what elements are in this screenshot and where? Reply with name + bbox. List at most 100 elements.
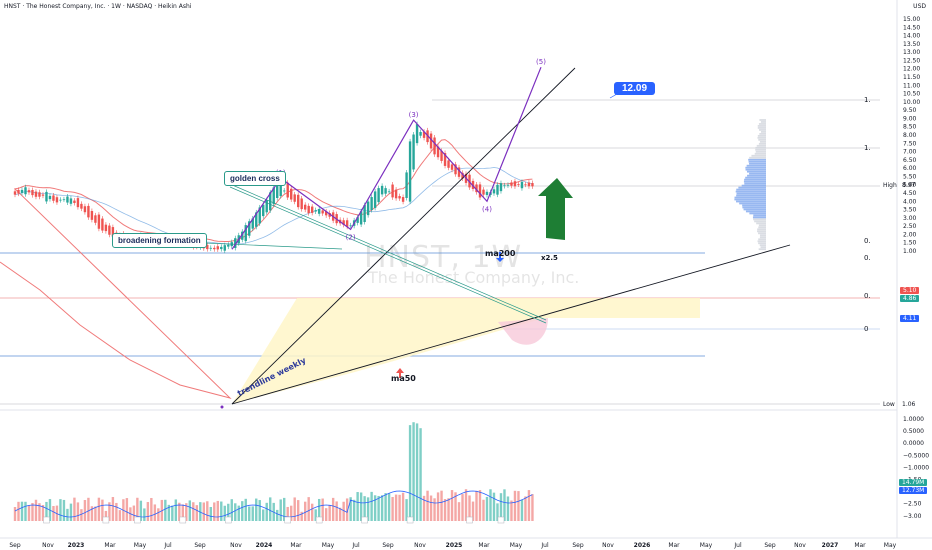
price-tick: 5.50 bbox=[903, 173, 917, 180]
volume-bar bbox=[471, 501, 475, 521]
earnings-marker-icon[interactable] bbox=[179, 516, 187, 524]
candle bbox=[300, 198, 303, 210]
candle bbox=[373, 191, 377, 208]
time-tick: 2026 bbox=[634, 542, 651, 549]
time-axis[interactable]: Sep Nov 2023 Mar May Jul Sep Nov 2024 Mar May Jul Se… bbox=[9, 542, 896, 549]
volume-bar bbox=[27, 505, 31, 521]
level-marker: 0 bbox=[864, 325, 869, 333]
volume-bar bbox=[181, 504, 185, 521]
volume-bar bbox=[496, 503, 499, 521]
volume-bar bbox=[202, 502, 205, 521]
candle bbox=[447, 160, 450, 168]
profile-bar bbox=[748, 158, 766, 161]
candle bbox=[251, 218, 254, 229]
volume-bar bbox=[527, 490, 531, 521]
candle bbox=[457, 167, 461, 177]
ma50-marker-icon bbox=[396, 368, 404, 378]
profile-bar bbox=[757, 136, 766, 139]
earnings-marker-icon[interactable] bbox=[497, 516, 505, 524]
candle bbox=[366, 201, 370, 216]
indicator-tick: −3.00 bbox=[903, 513, 922, 520]
candle bbox=[461, 172, 464, 179]
candle bbox=[415, 124, 419, 144]
volume-bar bbox=[52, 506, 55, 521]
price-badge-close: 4.86 bbox=[900, 295, 920, 302]
candle bbox=[506, 184, 510, 186]
volume-bar bbox=[136, 497, 139, 521]
volume-bar bbox=[90, 506, 94, 521]
volume-bar bbox=[443, 499, 447, 521]
earnings-marker-icon[interactable] bbox=[406, 516, 414, 524]
profile-bar bbox=[758, 142, 766, 145]
earnings-marker-icon[interactable] bbox=[225, 516, 232, 524]
volume-bar bbox=[290, 505, 293, 521]
candle bbox=[38, 192, 41, 197]
profile-bar bbox=[745, 210, 766, 213]
profile-bar bbox=[756, 222, 766, 225]
price-tick: 10.00 bbox=[903, 99, 920, 106]
volume-bar bbox=[345, 498, 349, 521]
price-tick: 12.00 bbox=[903, 66, 920, 73]
profile-bar bbox=[745, 176, 766, 179]
volume-bar bbox=[97, 497, 101, 521]
volume-bar bbox=[482, 499, 485, 521]
earnings-marker-icon[interactable] bbox=[315, 516, 323, 524]
profile-bar bbox=[753, 214, 766, 217]
price-tick: 9.50 bbox=[903, 107, 917, 114]
volume-bar bbox=[331, 497, 335, 521]
profile-bar bbox=[754, 220, 766, 223]
price-tick: 9.00 bbox=[903, 115, 917, 122]
price-tick: 3.00 bbox=[903, 215, 917, 222]
low-label: Low bbox=[883, 401, 895, 408]
volume-bar bbox=[506, 496, 510, 521]
candle bbox=[258, 207, 261, 224]
profile-bar bbox=[736, 200, 766, 203]
candle bbox=[499, 183, 503, 192]
earnings-marker-icon[interactable] bbox=[102, 516, 110, 524]
time-tick: Nov bbox=[602, 542, 614, 549]
profile-bar bbox=[758, 248, 766, 251]
time-tick: May bbox=[322, 542, 335, 549]
candle bbox=[328, 213, 331, 217]
profile-bar bbox=[734, 198, 766, 201]
time-tick: Nov bbox=[414, 542, 426, 549]
volume-bar bbox=[356, 492, 359, 521]
candle bbox=[391, 184, 394, 198]
volume-bar bbox=[62, 499, 66, 521]
golden-cross-pointer bbox=[229, 186, 547, 324]
candle bbox=[59, 199, 62, 201]
indicator-axis[interactable]: 1.00000.50000.0000−0.5000−1.0000−1.50−2.… bbox=[903, 416, 929, 520]
earnings-marker-icon[interactable] bbox=[43, 516, 50, 524]
candle bbox=[314, 210, 317, 212]
volume-bar bbox=[230, 499, 233, 521]
volume-bar bbox=[265, 502, 268, 521]
earnings-marker-icon[interactable] bbox=[134, 516, 141, 524]
candle bbox=[377, 188, 380, 203]
volume-bar bbox=[258, 500, 261, 521]
volume-ma-line bbox=[14, 490, 533, 518]
candle bbox=[408, 141, 412, 202]
candle bbox=[90, 211, 94, 220]
volume-bar bbox=[450, 490, 454, 521]
price-tick: 5.00 bbox=[903, 182, 917, 189]
volume-bar bbox=[307, 497, 310, 521]
earnings-marker-icon[interactable] bbox=[466, 516, 473, 524]
profile-bar bbox=[760, 246, 766, 249]
candle bbox=[73, 200, 76, 204]
volume-bar bbox=[380, 495, 384, 521]
candle bbox=[220, 246, 223, 250]
volume-bar bbox=[363, 496, 366, 521]
time-tick: Mar bbox=[478, 542, 490, 549]
earnings-marker-icon[interactable] bbox=[361, 516, 368, 524]
candle bbox=[286, 182, 289, 198]
volume-bar bbox=[125, 498, 129, 521]
earnings-marker-icon[interactable] bbox=[284, 516, 291, 524]
ma50-line bbox=[0, 139, 533, 399]
time-tick: Sep bbox=[572, 542, 584, 549]
price-tick: 14.00 bbox=[903, 33, 920, 40]
candle bbox=[310, 206, 314, 213]
volume-bar bbox=[73, 497, 76, 521]
time-tick: 2027 bbox=[822, 542, 839, 549]
